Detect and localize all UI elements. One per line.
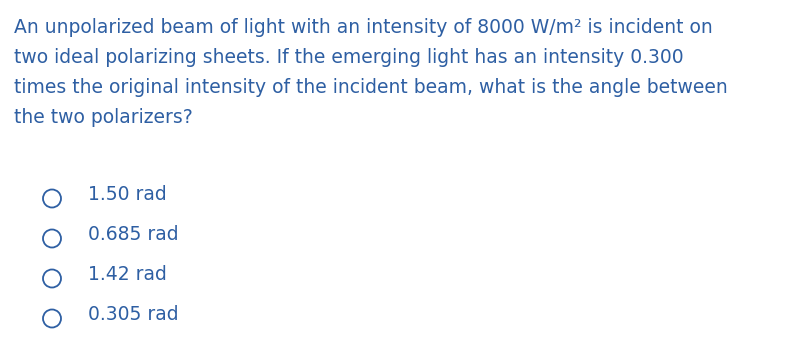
Text: 0.305 rad: 0.305 rad bbox=[88, 305, 179, 324]
Text: 1.50 rad: 1.50 rad bbox=[88, 185, 167, 204]
Text: 0.685 rad: 0.685 rad bbox=[88, 225, 179, 244]
Text: the two polarizers?: the two polarizers? bbox=[14, 108, 192, 127]
Text: two ideal polarizing sheets. If the emerging light has an intensity 0.300: two ideal polarizing sheets. If the emer… bbox=[14, 48, 683, 67]
Text: 1.42 rad: 1.42 rad bbox=[88, 265, 167, 284]
Text: An unpolarized beam of light with an intensity of 8000 W/m² is incident on: An unpolarized beam of light with an int… bbox=[14, 18, 712, 37]
Text: times the original intensity of the incident beam, what is the angle between: times the original intensity of the inci… bbox=[14, 78, 728, 97]
